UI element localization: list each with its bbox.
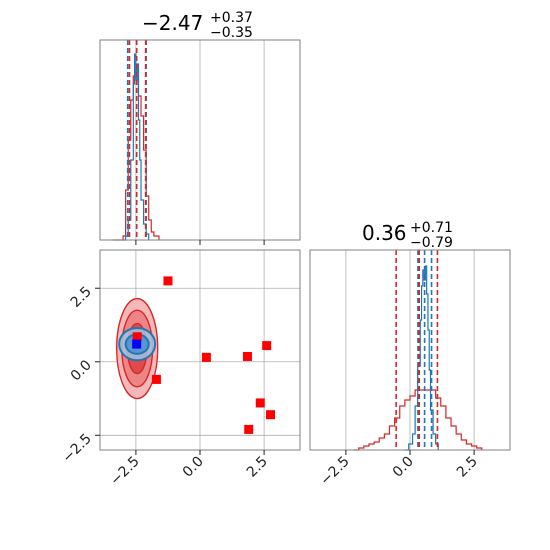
title-2-main: 0.36 bbox=[362, 221, 407, 245]
red-square-marker bbox=[242, 351, 252, 361]
hist-panel-param-1 bbox=[99, 39, 301, 245]
red-square-marker bbox=[151, 374, 161, 384]
y-tick-label: 0.0 bbox=[68, 357, 95, 384]
x-tick-label: −2.5 bbox=[317, 454, 352, 489]
y-tick-label: −2.5 bbox=[59, 431, 94, 466]
red-square-marker bbox=[266, 410, 276, 420]
red-square-marker bbox=[201, 352, 211, 362]
title-1-sup: +0.37 bbox=[210, 10, 253, 26]
red-square-marker bbox=[132, 332, 142, 342]
x-tick-label: 2.5 bbox=[244, 454, 271, 481]
hist-red-series bbox=[353, 389, 483, 451]
hist-panel-param-2: −2.5 0.0 2.5 bbox=[309, 249, 511, 489]
title-2-sub: −0.79 bbox=[410, 235, 453, 251]
title-2-sup: +0.71 bbox=[410, 220, 453, 236]
x-tick-label: 0.0 bbox=[390, 454, 417, 481]
title-param-2: 0.36 +0.71 −0.79 bbox=[362, 220, 453, 251]
red-square-marker bbox=[163, 276, 173, 286]
red-square-marker bbox=[262, 341, 272, 351]
title-1-sub: −0.35 bbox=[210, 25, 253, 41]
x-tick-label: 2.5 bbox=[454, 454, 481, 481]
red-square-marker bbox=[255, 398, 265, 408]
x-tick-label: −2.5 bbox=[107, 454, 142, 489]
y-tick-label: 2.5 bbox=[68, 284, 95, 311]
red-square-marker bbox=[244, 424, 254, 434]
title-1-main: −2.47 bbox=[142, 11, 203, 35]
title-param-1: −2.47 +0.37 −0.35 bbox=[142, 10, 253, 41]
scatter-panel: −2.5 0.0 2.5 −2.5 0.0 2.5 bbox=[59, 249, 301, 489]
blue-square-marker bbox=[132, 339, 142, 349]
x-tick-label: 0.0 bbox=[180, 454, 207, 481]
